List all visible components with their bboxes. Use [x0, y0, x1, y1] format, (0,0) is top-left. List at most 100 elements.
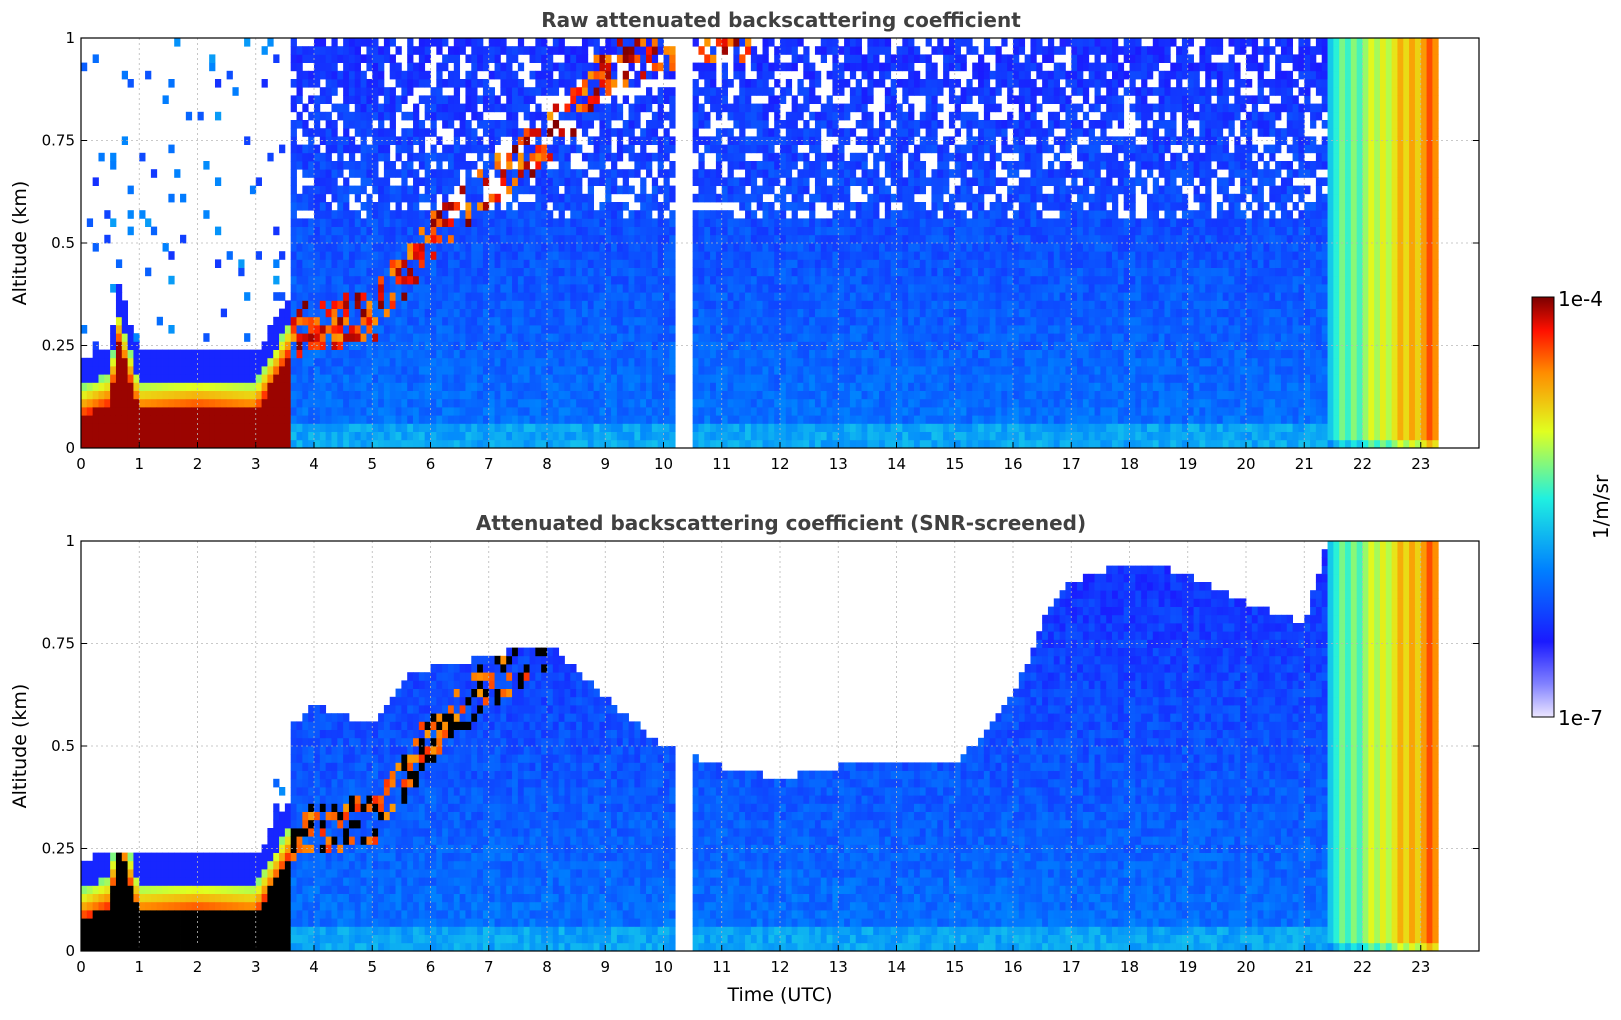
- heatmap-cell: [704, 292, 710, 301]
- heatmap-cell: [489, 391, 495, 400]
- heatmap-cell: [559, 276, 565, 285]
- heatmap-cell: [559, 218, 565, 227]
- heatmap-cell: [891, 366, 897, 375]
- heatmap-cell: [547, 309, 553, 318]
- heatmap-cell: [780, 358, 786, 367]
- heatmap-cell: [803, 202, 809, 211]
- heatmap-cell: [448, 309, 454, 318]
- heatmap-cell: [792, 432, 798, 441]
- heatmap-cell: [361, 161, 367, 170]
- heatmap-cell: [850, 235, 856, 244]
- heatmap-cell: [203, 415, 209, 424]
- heatmap-cell: [454, 276, 460, 285]
- heatmap-cell: [809, 366, 815, 375]
- heatmap-cell: [506, 415, 512, 424]
- heatmap-cell: [797, 227, 803, 236]
- heatmap-cell: [407, 432, 413, 441]
- heatmap-cell: [780, 333, 786, 342]
- heatmap-cell: [442, 292, 448, 301]
- heatmap-cell: [465, 407, 471, 416]
- heatmap-cell: [733, 71, 739, 80]
- heatmap-cell: [827, 153, 833, 162]
- heatmap-cell: [541, 333, 547, 342]
- heatmap-cell: [733, 374, 739, 383]
- heatmap-cell: [465, 227, 471, 236]
- heatmap-cell: [774, 333, 780, 342]
- heatmap-cell: [664, 399, 670, 408]
- heatmap-cell: [384, 259, 390, 268]
- heatmap-cell: [594, 333, 600, 342]
- heatmap-cell: [308, 235, 314, 244]
- heatmap-cell: [308, 161, 314, 170]
- heatmap-cell: [838, 391, 844, 400]
- heatmap-cell: [314, 415, 320, 424]
- heatmap-cell: [390, 54, 396, 63]
- heatmap-cell: [768, 104, 774, 113]
- heatmap-cell: [471, 95, 477, 104]
- heatmap-cell: [215, 374, 221, 383]
- heatmap-cell: [361, 440, 367, 449]
- heatmap-cell: [401, 259, 407, 268]
- heatmap-cell: [588, 202, 594, 211]
- heatmap-cell: [786, 161, 792, 170]
- heatmap-cell: [704, 95, 710, 104]
- heatmap-cell: [355, 120, 361, 129]
- heatmap-cell: [419, 95, 425, 104]
- heatmap-cell: [891, 284, 897, 293]
- heatmap-cell: [803, 391, 809, 400]
- heatmap-cell: [856, 300, 862, 309]
- heatmap-cell: [564, 317, 570, 326]
- heatmap-cell: [873, 309, 879, 318]
- heatmap-cell: [576, 432, 582, 441]
- heatmap-cell: [547, 46, 553, 55]
- heatmap-cell: [856, 276, 862, 285]
- heatmap-cell: [582, 38, 588, 47]
- heatmap-cell: [535, 235, 541, 244]
- heatmap-cell: [413, 333, 419, 342]
- heatmap-cell: [535, 227, 541, 236]
- heatmap-cell: [244, 350, 250, 359]
- heatmap-cell: [308, 284, 314, 293]
- heatmap-cell: [838, 309, 844, 318]
- heatmap-cell: [535, 407, 541, 416]
- heatmap-cell: [145, 391, 151, 400]
- heatmap-cell: [803, 161, 809, 170]
- heatmap-cell: [885, 300, 891, 309]
- heatmap-cell: [693, 95, 699, 104]
- heatmap-cell: [291, 210, 297, 219]
- heatmap-cell: [425, 46, 431, 55]
- heatmap-cell: [751, 391, 757, 400]
- heatmap-cell: [570, 54, 576, 63]
- heatmap-cell: [541, 374, 547, 383]
- heatmap-cell: [669, 432, 675, 441]
- heatmap-cell: [605, 202, 611, 211]
- heatmap-cell: [850, 358, 856, 367]
- heatmap-cell: [745, 300, 751, 309]
- heatmap-cell: [512, 169, 518, 178]
- heatmap-cell: [716, 333, 722, 342]
- heatmap-cell: [623, 358, 629, 367]
- heatmap-cell: [797, 350, 803, 359]
- heatmap-cell: [862, 382, 868, 391]
- heatmap-cell: [547, 251, 553, 260]
- heatmap-cell: [547, 440, 553, 449]
- heatmap-cell: [518, 153, 524, 162]
- heatmap-cell: [576, 218, 582, 227]
- heatmap-cell: [553, 325, 559, 334]
- heatmap-cell: [512, 333, 518, 342]
- heatmap-cell: [629, 358, 635, 367]
- heatmap-cell: [827, 120, 833, 129]
- heatmap-cell: [634, 325, 640, 334]
- heatmap-cell: [419, 153, 425, 162]
- heatmap-cell: [891, 194, 897, 203]
- heatmap-cell: [285, 432, 291, 441]
- heatmap-cell: [757, 227, 763, 236]
- heatmap-cell: [780, 227, 786, 236]
- heatmap-cell: [716, 317, 722, 326]
- heatmap-cell: [145, 440, 151, 449]
- heatmap-cell: [238, 407, 244, 416]
- heatmap-cell: [652, 440, 658, 449]
- heatmap-cell: [308, 374, 314, 383]
- heatmap-cell: [524, 169, 530, 178]
- heatmap-cell: [384, 382, 390, 391]
